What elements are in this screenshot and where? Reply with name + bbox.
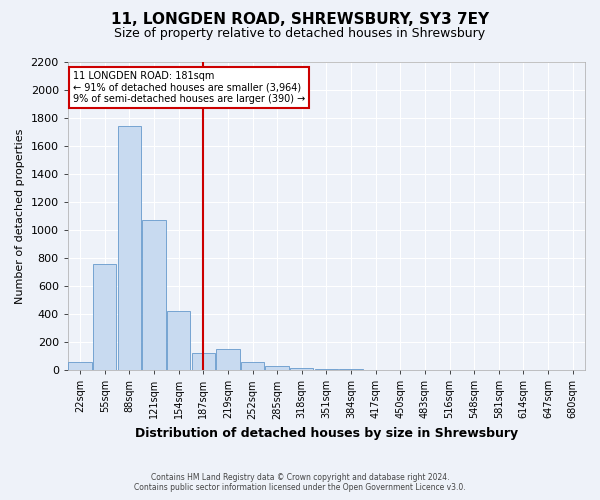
Bar	[265, 366, 289, 370]
Text: 11, LONGDEN ROAD, SHREWSBURY, SY3 7EY: 11, LONGDEN ROAD, SHREWSBURY, SY3 7EY	[111, 12, 489, 28]
Bar	[216, 349, 239, 370]
Bar	[167, 311, 190, 370]
Text: Size of property relative to detached houses in Shrewsbury: Size of property relative to detached ho…	[115, 28, 485, 40]
Text: Contains HM Land Registry data © Crown copyright and database right 2024.
Contai: Contains HM Land Registry data © Crown c…	[134, 473, 466, 492]
Bar	[191, 354, 215, 370]
X-axis label: Distribution of detached houses by size in Shrewsbury: Distribution of detached houses by size …	[135, 427, 518, 440]
Bar	[93, 264, 116, 370]
Text: 11 LONGDEN ROAD: 181sqm
← 91% of detached houses are smaller (3,964)
9% of semi-: 11 LONGDEN ROAD: 181sqm ← 91% of detache…	[73, 71, 305, 104]
Bar	[68, 362, 92, 370]
Bar	[241, 362, 264, 370]
Y-axis label: Number of detached properties: Number of detached properties	[15, 128, 25, 304]
Bar	[142, 220, 166, 370]
Bar	[290, 368, 313, 370]
Bar	[118, 126, 141, 370]
